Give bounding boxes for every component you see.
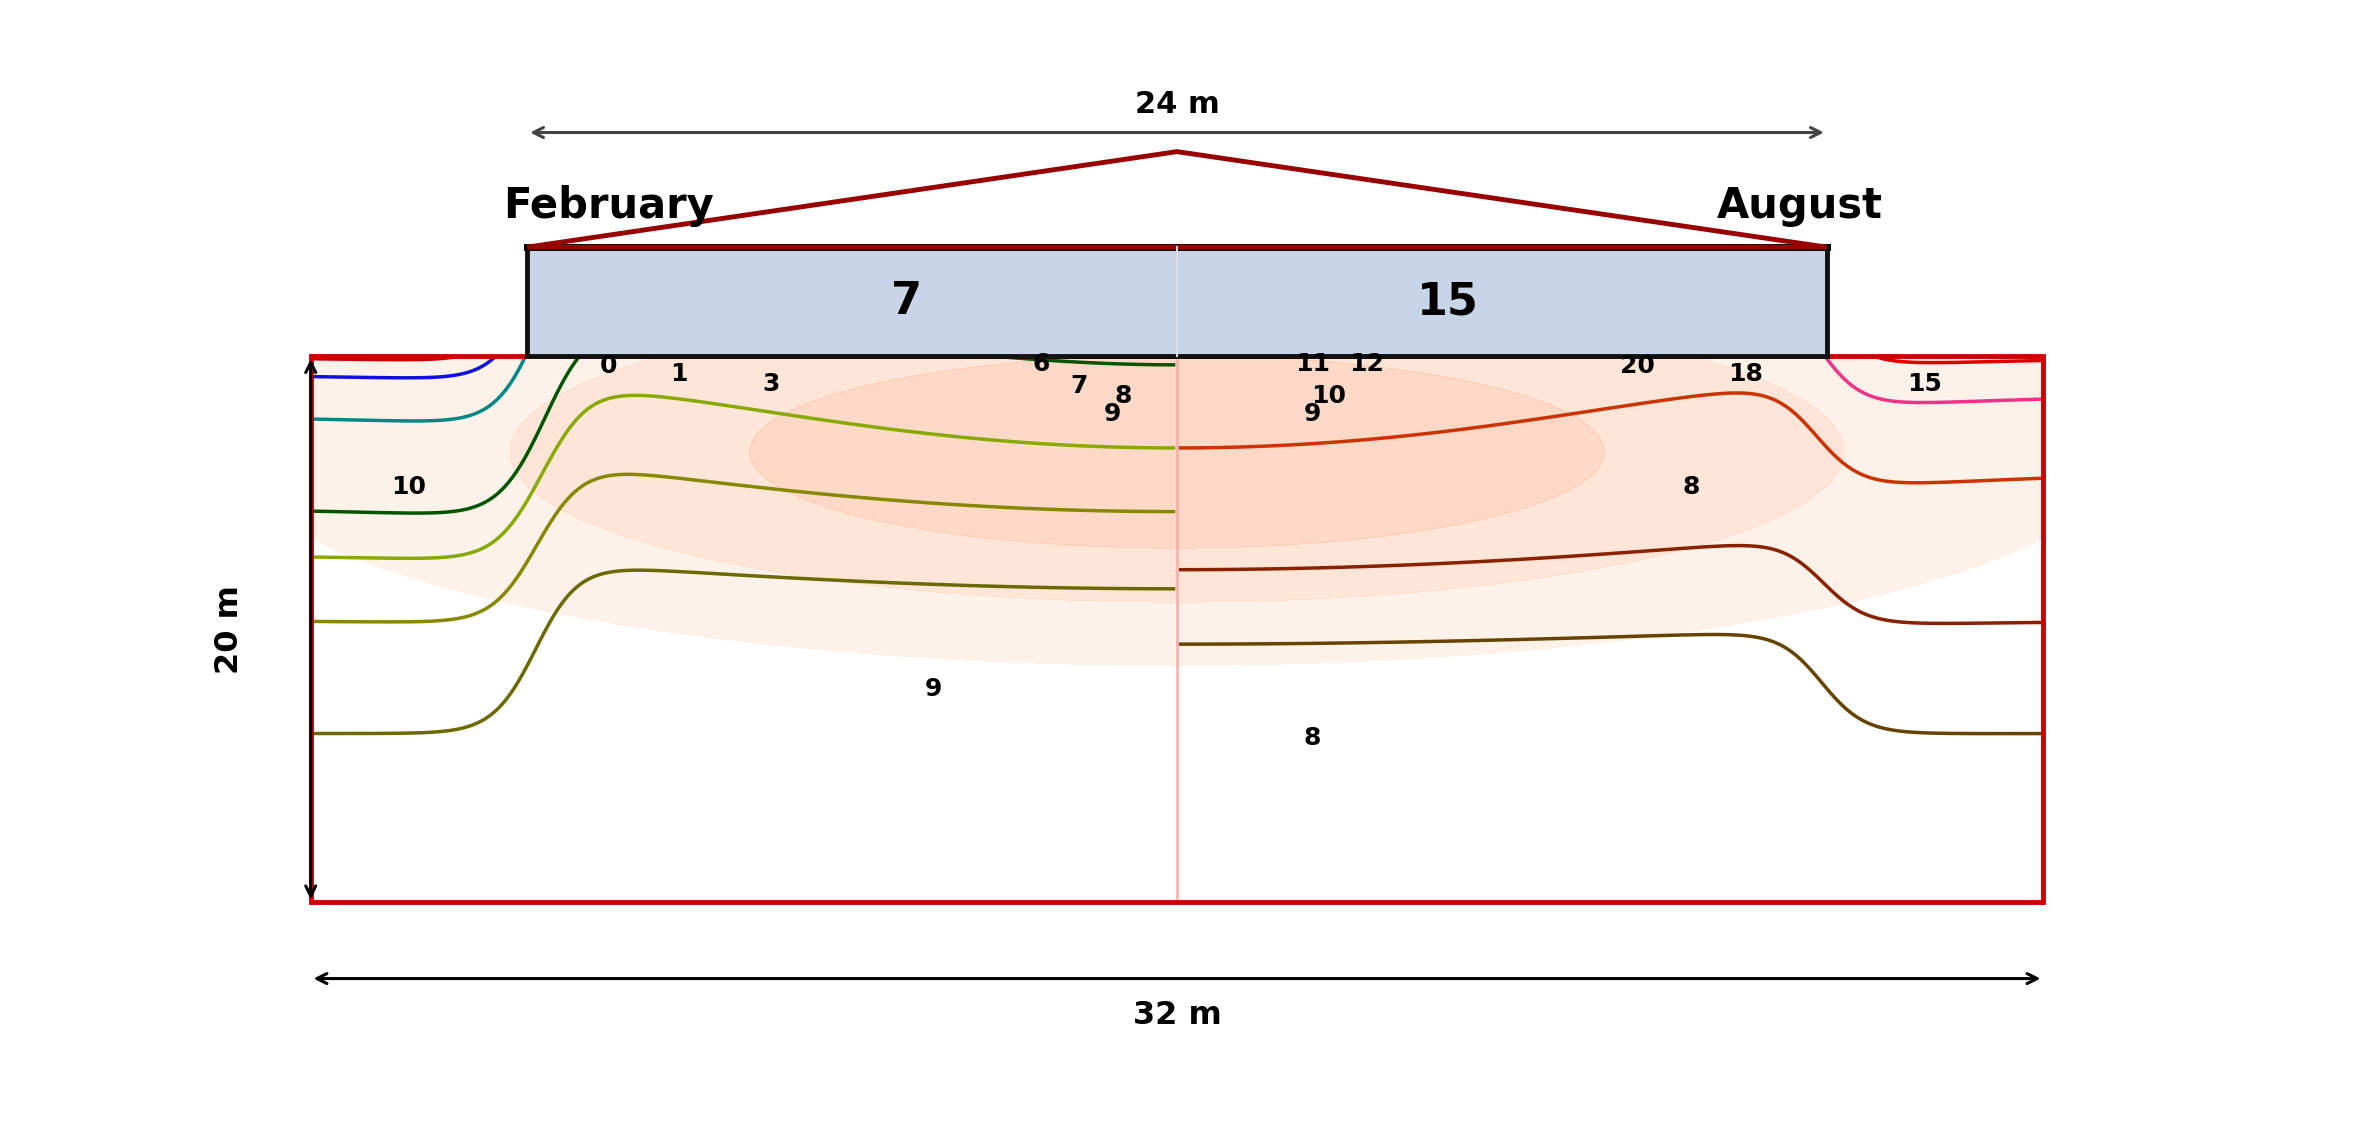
Text: 8: 8 (1683, 476, 1700, 499)
Bar (527, 247, 1827, 357)
Text: 11: 11 (1295, 352, 1330, 377)
Text: 7: 7 (1071, 375, 1088, 398)
Text: 6: 6 (1033, 352, 1050, 377)
Text: 15: 15 (1417, 280, 1478, 323)
Text: August: August (1716, 185, 1883, 228)
Text: 10: 10 (1311, 384, 1346, 408)
Text: 8: 8 (1304, 726, 1321, 751)
Text: 1: 1 (671, 362, 687, 386)
Text: 32 m: 32 m (1132, 1001, 1222, 1031)
Text: 9: 9 (925, 678, 942, 701)
Text: 12: 12 (1349, 352, 1384, 377)
Text: 9: 9 (1304, 402, 1321, 425)
Text: 8: 8 (1113, 384, 1132, 408)
Text: 3: 3 (763, 371, 779, 396)
Text: 24 m: 24 m (1135, 90, 1219, 119)
Text: 20: 20 (1620, 353, 1655, 378)
Text: 15: 15 (1907, 371, 1942, 396)
Text: 9: 9 (1104, 402, 1121, 425)
Text: 7: 7 (890, 280, 923, 323)
Bar (311, 357, 2043, 902)
Text: February: February (504, 185, 713, 228)
Text: 10: 10 (391, 476, 426, 499)
Text: 18: 18 (1728, 362, 1763, 386)
Text: 20 m: 20 m (214, 585, 245, 673)
Text: 0: 0 (600, 353, 617, 378)
